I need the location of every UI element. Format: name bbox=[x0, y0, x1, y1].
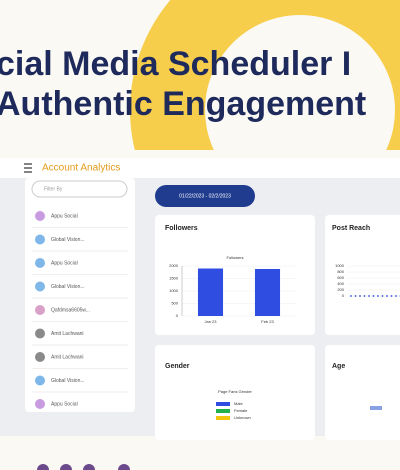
card-title: Age bbox=[332, 363, 345, 370]
age-legend-swatch bbox=[370, 406, 382, 410]
legend-label: Female bbox=[234, 408, 248, 413]
filter-input[interactable] bbox=[31, 180, 128, 198]
reach-point bbox=[372, 295, 375, 297]
gender-card bbox=[155, 345, 315, 440]
decor-dots bbox=[37, 464, 130, 470]
y-tick-label: 1500 bbox=[169, 276, 179, 281]
legend-swatch bbox=[216, 402, 230, 406]
y-tick-label: 800 bbox=[337, 269, 344, 274]
account-icon bbox=[35, 281, 45, 292]
filter-placeholder: Filter By bbox=[44, 186, 63, 192]
account-name: Global Vision... bbox=[51, 378, 85, 384]
chart-title: Followers bbox=[226, 255, 243, 260]
app-title: Account Analytics bbox=[42, 163, 120, 174]
y-tick-label: 1000 bbox=[169, 288, 179, 293]
legend-label: Male bbox=[234, 401, 243, 406]
y-tick-label: 200 bbox=[337, 287, 344, 292]
reach-point bbox=[395, 295, 397, 297]
age-card bbox=[325, 345, 400, 440]
account-name: Qafdmsa6605w... bbox=[51, 307, 90, 313]
bar bbox=[254, 269, 281, 316]
date-range-button[interactable] bbox=[155, 185, 255, 207]
headline: cial Media Scheduler I bbox=[0, 45, 351, 83]
y-tick-label: 400 bbox=[337, 281, 344, 286]
x-tick-label: Feb 23 bbox=[261, 319, 274, 324]
app-topbar bbox=[0, 158, 400, 178]
account-name: Amit Lachwani bbox=[51, 331, 84, 337]
y-tick-label: 500 bbox=[171, 301, 178, 306]
reach-point bbox=[354, 295, 357, 297]
account-icon bbox=[35, 399, 45, 409]
card-title: Post Reach bbox=[332, 225, 370, 232]
date-range: 01/22/2023 - 02/2/2023 bbox=[179, 193, 231, 199]
bar bbox=[197, 268, 224, 316]
reach-point bbox=[386, 295, 388, 297]
account-name: Appu Social bbox=[51, 260, 78, 266]
y-tick-label: 600 bbox=[337, 275, 344, 280]
reach-point bbox=[377, 295, 379, 297]
chart-title: Page Fans Gender bbox=[218, 389, 252, 394]
card-title: Gender bbox=[165, 363, 190, 370]
account-name: Amit Lachwani bbox=[51, 354, 84, 360]
reach-point bbox=[390, 295, 393, 297]
account-icon bbox=[35, 258, 45, 268]
card-title: Followers bbox=[165, 225, 198, 232]
account-name: Appu Social bbox=[51, 213, 78, 219]
post-reach-card bbox=[325, 215, 400, 335]
reach-point bbox=[363, 295, 366, 297]
legend-swatch bbox=[216, 416, 230, 420]
sidebar bbox=[25, 178, 135, 412]
account-name: Global Vision... bbox=[51, 284, 85, 290]
reach-point bbox=[350, 295, 352, 297]
account-icon bbox=[35, 305, 45, 315]
reach-point bbox=[359, 295, 361, 297]
followers-card bbox=[155, 215, 315, 335]
legend-swatch bbox=[216, 409, 230, 413]
y-tick-label: 0 bbox=[342, 293, 345, 298]
account-icon bbox=[35, 234, 45, 245]
menu-icon[interactable] bbox=[24, 163, 32, 173]
y-tick-label: 2000 bbox=[169, 263, 179, 268]
y-tick-label: 0 bbox=[176, 313, 179, 318]
account-name: Global Vision... bbox=[51, 237, 85, 243]
account-icon bbox=[35, 328, 45, 339]
legend-label: Unknown bbox=[234, 415, 251, 420]
headline: Authentic Engagement bbox=[0, 85, 366, 123]
reach-point bbox=[368, 295, 370, 297]
account-icon bbox=[35, 375, 45, 386]
x-tick-label: Jan 23 bbox=[204, 319, 217, 324]
reach-point bbox=[381, 295, 384, 297]
account-icon bbox=[35, 352, 45, 362]
account-icon bbox=[35, 211, 45, 221]
y-tick-label: 1000 bbox=[335, 263, 345, 268]
account-name: Appu Social bbox=[51, 401, 78, 407]
